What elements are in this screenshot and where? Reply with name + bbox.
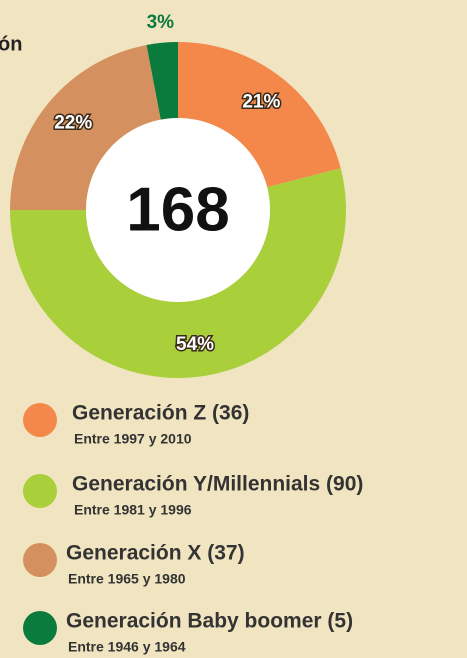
segment-label: 3% bbox=[147, 12, 175, 33]
donut-segment bbox=[10, 44, 161, 211]
donut-hole bbox=[86, 118, 270, 302]
legend-swatch bbox=[23, 474, 57, 508]
segment-label: 54% bbox=[176, 334, 214, 355]
legend-description: Entre 1981 y 1996 bbox=[74, 502, 192, 518]
legend-description: Entre 1946 y 1964 bbox=[68, 639, 186, 655]
segment-label: 22% bbox=[54, 112, 92, 133]
legend-swatch bbox=[23, 611, 57, 645]
center-label: 168 bbox=[126, 175, 229, 244]
chart-title: ón bbox=[0, 33, 22, 55]
legend-description: Entre 1965 y 1980 bbox=[68, 571, 186, 587]
legend-label: Generación Y/Millennials (90) bbox=[72, 473, 363, 496]
donut-segment bbox=[146, 42, 178, 120]
donut-segment bbox=[178, 42, 341, 188]
legend-swatch bbox=[23, 403, 57, 437]
legend-label: Generación Z (36) bbox=[72, 402, 249, 425]
legend-label: Generación Baby boomer (5) bbox=[66, 610, 353, 633]
donut-segment bbox=[10, 168, 346, 378]
segment-label: 21% bbox=[242, 92, 280, 113]
legend-label: Generación X (37) bbox=[66, 542, 245, 565]
legend-description: Entre 1997 y 2010 bbox=[74, 431, 192, 447]
legend-swatch bbox=[23, 543, 57, 577]
